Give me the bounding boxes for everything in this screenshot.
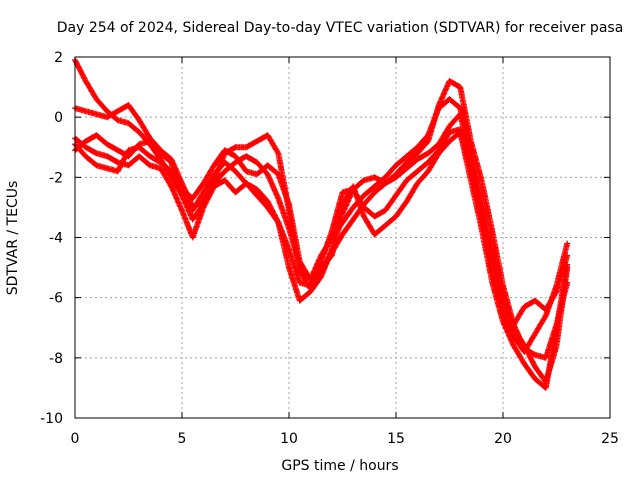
- y-tick-label: -2: [49, 170, 63, 186]
- chart-title: Day 254 of 2024, Sidereal Day-to-day VTE…: [57, 20, 624, 36]
- y-axis-label: SDTVAR / TECUs: [5, 181, 21, 296]
- x-tick-label: 20: [494, 431, 512, 447]
- y-tick-label: -8: [49, 351, 63, 367]
- y-tick-label: 0: [54, 110, 63, 126]
- x-tick-label: 10: [280, 431, 298, 447]
- x-tick-label: 5: [178, 431, 187, 447]
- plot-frame: [74, 56, 611, 419]
- x-tick-label: 25: [601, 431, 619, 447]
- x-tick-label: 15: [387, 431, 405, 447]
- x-axis-label: GPS time / hours: [281, 458, 398, 474]
- y-axis-ticks: 2 0 -2 -4 -6 -8 -10: [40, 50, 610, 427]
- y-tick-label: 2: [54, 50, 63, 66]
- y-tick-label: -10: [40, 411, 63, 427]
- y-tick-label: -4: [49, 231, 63, 247]
- x-tick-label: 0: [71, 431, 80, 447]
- y-tick-label: -6: [49, 291, 63, 307]
